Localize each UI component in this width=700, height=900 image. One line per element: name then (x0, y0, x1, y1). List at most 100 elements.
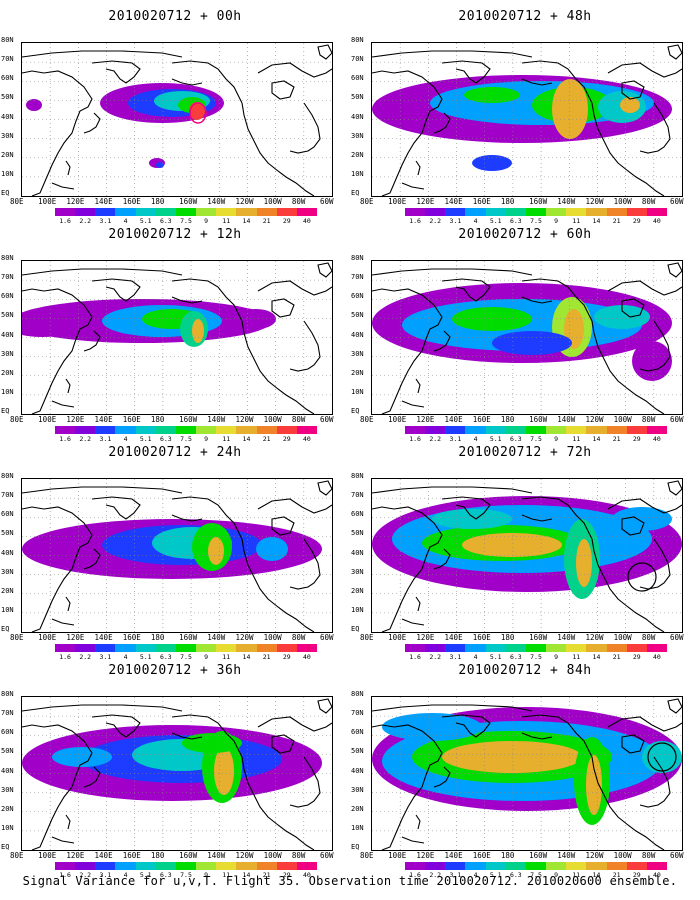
coastline (171, 78, 203, 86)
coastline (65, 160, 71, 176)
colorbar-tick-label: 21 (612, 435, 621, 443)
longitude-tick-label: 100W (613, 633, 632, 642)
colorbar-tick-label: 9 (204, 871, 209, 879)
colorbar-swatch (95, 862, 116, 870)
latitude-tick-label: 50N (1, 747, 14, 756)
latitude-tick-label: 10N (1, 823, 14, 832)
coastline (289, 538, 321, 590)
coastline (171, 296, 203, 304)
colorbar-swatch (425, 862, 446, 870)
colorbar-tick-label: 29 (282, 435, 291, 443)
latitude-tick-label: EQ (1, 407, 10, 415)
colorbar-swatch (296, 208, 318, 216)
colorbar-tick-label: 21 (612, 653, 621, 661)
longitude-tick-label: 160E (472, 415, 491, 424)
colorbar-swatch (485, 208, 506, 216)
latitude-tick-label: 30N (351, 349, 364, 358)
colorbar-tick-label: 3.1 (449, 653, 462, 661)
variance-contour-fill (22, 321, 72, 337)
colorbar-tick-label: 9 (204, 217, 209, 225)
longitude-tick-label: 100W (613, 851, 632, 860)
colorbar-swatches (55, 644, 318, 652)
colorbar: 1.6 2.2 3.1 4 5.1 6.3 7.5 9 11 14 21 29 40 (405, 426, 668, 443)
colorbar: 1.6 2.2 3.1 4 5.1 6.3 7.5 9 11 14 21 29 40 (405, 862, 668, 879)
colorbar-swatch (646, 426, 668, 434)
colorbar-tick-label: 1.6 (59, 653, 71, 661)
longitude-tick-label: 160W (179, 851, 198, 860)
coastline (317, 44, 332, 60)
colorbar-tick-label: 4 (123, 871, 128, 879)
coastline (372, 268, 533, 276)
variance-shading (372, 707, 682, 825)
colorbar-tick-label: 29 (282, 871, 291, 879)
colorbar-swatch (485, 862, 506, 870)
colorbar-tick-label: 1.6 (409, 217, 421, 225)
latitude-tick-label: EQ (351, 407, 360, 415)
colorbar-swatch (155, 644, 176, 652)
latitude-tick-label: 70N (1, 55, 14, 64)
coastline (51, 836, 75, 844)
coastline (401, 182, 425, 190)
variance-shading (372, 75, 672, 171)
colorbar-tick-label: 40 (653, 871, 661, 879)
latitude-tick-label: 50N (1, 529, 14, 538)
longitude-tick-label: 60W (670, 415, 684, 424)
map-plot-area (21, 478, 333, 633)
coastline (401, 618, 425, 626)
longitude-tick-label: 60W (670, 197, 684, 206)
coastline (433, 112, 451, 134)
map-panel-48h: 2010020712 + 48h 80N 70N 60N 50N 40N 30N 20N 10… (350, 0, 700, 225)
longitude-tick-label: 160W (179, 633, 198, 642)
longitude-tick-label: 60W (320, 633, 334, 642)
variance-shading (22, 299, 276, 347)
longitude-tick-label: 140W (557, 633, 576, 642)
colorbar-labels: 1.6 2.2 3.1 4 5.1 6.3 7.5 9 11 14 21 29 40 (405, 652, 667, 661)
coastline (415, 596, 421, 612)
colorbar-tick-label: 1.6 (59, 435, 71, 443)
coastline (591, 756, 665, 850)
colorbar-swatch (175, 426, 197, 434)
coastline (257, 62, 332, 78)
coastline (51, 618, 75, 626)
colorbar-tick-label: 9 (204, 653, 209, 661)
coastline (317, 480, 332, 496)
latitude-tick-label: 70N (1, 709, 14, 718)
longitude-tick-label: 80W (641, 633, 656, 642)
longitude-tick-label: 180 (150, 851, 165, 860)
latitude-tick-label: EQ (351, 189, 360, 197)
colorbar-swatch (276, 208, 297, 216)
colorbar-tick-label: 6.3 (159, 435, 172, 443)
colorbar-swatch (115, 644, 136, 652)
colorbar-swatch (175, 644, 197, 652)
latitude-tick-label: 60N (1, 510, 14, 519)
variance-contour-fill (192, 319, 204, 343)
latitude-tick-label: 20N (1, 368, 14, 377)
latitude-tick-label: 40N (1, 112, 14, 121)
colorbar-swatch (586, 208, 607, 216)
colorbar-tick-label: 6.3 (509, 871, 522, 879)
colorbar-swatch (296, 862, 318, 870)
latitude-tick-label: 10N (1, 387, 14, 396)
longitude-tick-label: 160E (122, 851, 141, 860)
longitude-tick-label: 100W (613, 197, 632, 206)
colorbar-tick-label: 29 (282, 653, 291, 661)
coastline (441, 496, 491, 520)
coastline (51, 400, 75, 408)
colorbar-swatch (485, 644, 506, 652)
latitude-tick-label: 70N (351, 273, 364, 282)
colorbar-tick-label: 14 (242, 871, 251, 879)
colorbar-tick-label: 1.6 (409, 653, 421, 661)
variance-contour-fill (586, 755, 602, 815)
colorbar-swatch (485, 426, 506, 434)
colorbar-tick-label: 11 (222, 435, 231, 443)
latitude-tick-label: 20N (351, 368, 364, 377)
colorbar-tick-label: 1.6 (409, 435, 421, 443)
latitude-tick-label: 60N (351, 74, 364, 83)
colorbar-tick-label: 6.3 (509, 653, 522, 661)
colorbar-tick-label: 11 (572, 871, 581, 879)
longitude-tick-label: 60W (320, 197, 334, 206)
longitude-axis: 80E 100E 120E 140E 160E 180 160W 140W 120W 100W 80… (10, 633, 344, 643)
colorbar-tick-label: 21 (262, 871, 271, 879)
colorbar-tick-label: 9 (554, 435, 559, 443)
colorbar-swatch (236, 862, 257, 870)
